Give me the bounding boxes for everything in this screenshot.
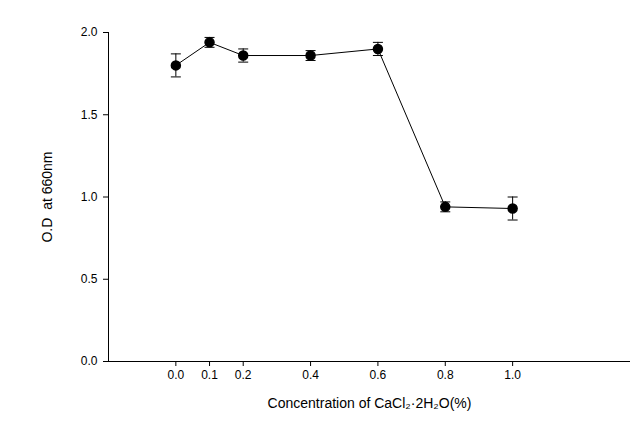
svg-text:Concentration of CaCl₂·2H₂O(%): Concentration of CaCl₂·2H₂O(%) — [268, 395, 472, 411]
svg-text:0.0: 0.0 — [81, 354, 98, 368]
svg-text:O.D at 660nm: O.D at 660nm — [39, 151, 55, 242]
svg-text:0.8: 0.8 — [437, 368, 454, 382]
svg-text:1.5: 1.5 — [81, 108, 98, 122]
svg-text:1.0: 1.0 — [81, 190, 98, 204]
svg-text:2.0: 2.0 — [81, 25, 98, 39]
svg-text:0.6: 0.6 — [370, 368, 387, 382]
svg-text:0.1: 0.1 — [201, 368, 218, 382]
svg-text:0.5: 0.5 — [81, 272, 98, 286]
svg-text:0.0: 0.0 — [168, 368, 185, 382]
svg-text:0.2: 0.2 — [235, 368, 252, 382]
svg-text:0.4: 0.4 — [302, 368, 319, 382]
svg-text:1.0: 1.0 — [504, 368, 521, 382]
